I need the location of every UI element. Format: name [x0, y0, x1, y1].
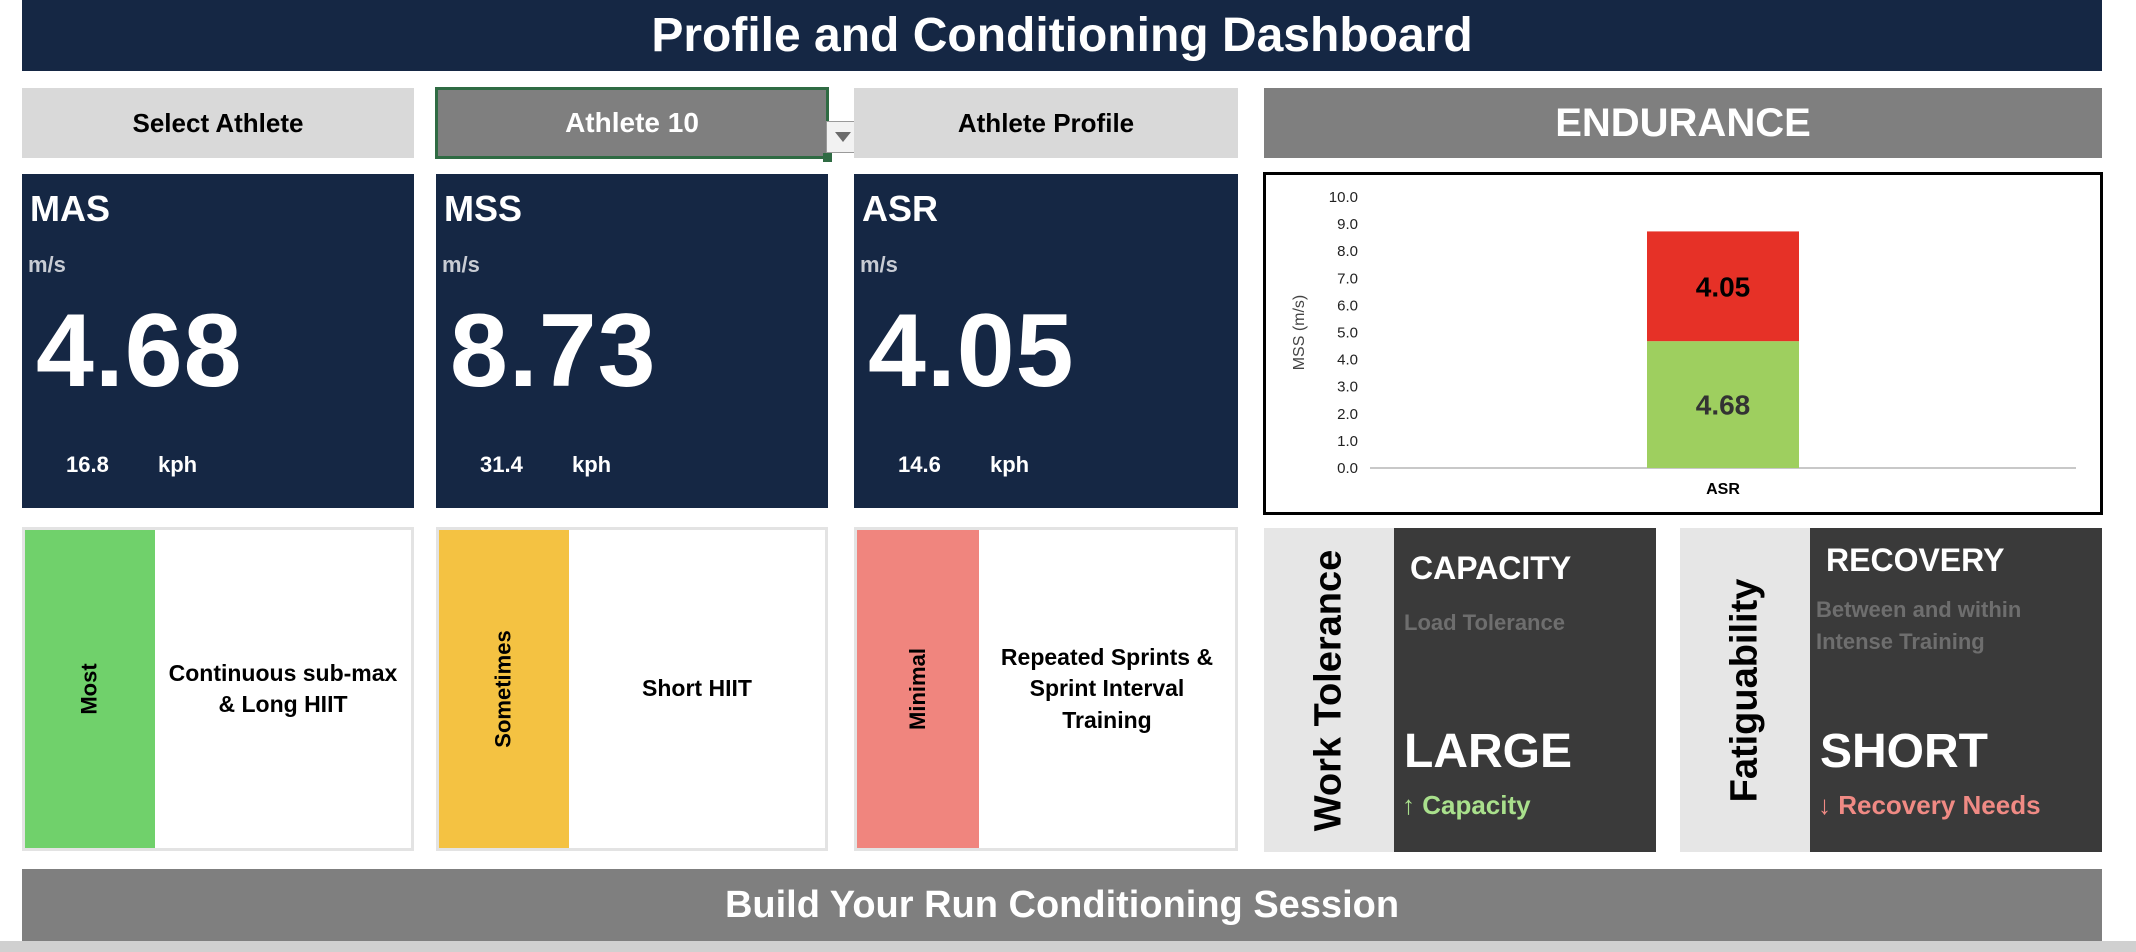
endurance-title: ENDURANCE: [1264, 88, 2102, 158]
zone-description: Continuous sub-max & Long HIIT: [168, 659, 398, 717]
metric-unit: m/s: [860, 252, 898, 277]
metric-name: MAS: [30, 188, 110, 229]
metric-card-mas: MAS m/s 4.68 16.8 kph: [22, 174, 414, 508]
fatiguability-side: Fatiguability: [1680, 528, 1810, 852]
zone-tag: Sometimes: [439, 530, 569, 848]
bar-segment: [1647, 341, 1799, 468]
metric-kph-label: kph: [990, 452, 1030, 477]
y-tick-label: 8.0: [1337, 243, 1358, 260]
metric-value: 4.68: [36, 293, 243, 409]
y-tick-label: 10.0: [1329, 189, 1358, 206]
endurance-chart: 0.0 1.0 2.0 3.0 4.0 5.0 6.0 7.0 8.0 9.0 10.0 MSS (m…: [1263, 172, 2103, 515]
y-tick-label: 6.0: [1337, 297, 1358, 314]
y-tick-label: 7.0: [1337, 270, 1358, 287]
capacity-result: LARGE: [1404, 725, 1572, 778]
metric-card-mss: MSS m/s 8.73 31.4 kph: [436, 174, 828, 508]
y-tick-label: 4.0: [1337, 352, 1358, 369]
athlete-select-value: Athlete 10: [565, 107, 699, 138]
work-tolerance-side: Work Tolerance: [1264, 528, 1394, 852]
data-label: 4.05: [1696, 271, 1751, 302]
zone-tag: Minimal: [857, 530, 979, 848]
athlete-profile-label: Athlete Profile: [854, 88, 1238, 158]
recovery-indicator: ↓ Recovery Needs: [1818, 790, 2041, 820]
zone-card-most: Most Continuous sub-max & Long HIIT: [22, 527, 414, 851]
capacity-subtitle: Load Tolerance: [1404, 610, 1565, 635]
metric-card-asr: ASR m/s 4.05 14.6 kph: [854, 174, 1238, 508]
y-tick-label: 2.0: [1337, 406, 1358, 423]
chevron-down-icon: [835, 132, 851, 142]
recovery-subtitle: Between and within Intense Training: [1816, 597, 2022, 654]
athlete-select-cell[interactable]: Athlete 10: [435, 87, 829, 159]
metric-name: ASR: [862, 188, 939, 229]
recovery-panel: RECOVERY Between and within Intense Trai…: [1810, 528, 2102, 852]
bottom-strip: [0, 941, 2136, 952]
zone-tag: Most: [25, 530, 155, 848]
metric-unit: m/s: [28, 252, 66, 277]
recovery-title: RECOVERY: [1826, 542, 2005, 578]
zone-card-sometimes: Sometimes Short HIIT: [436, 527, 828, 851]
zone-description: Short HIIT: [642, 675, 752, 702]
metric-kph-label: kph: [158, 452, 198, 477]
zone-tag-label: Sometimes: [490, 630, 516, 748]
y-tick-label: 9.0: [1337, 216, 1358, 233]
work-tolerance-label: Work Tolerance: [1307, 549, 1350, 831]
x-tick-label: ASR: [1706, 481, 1740, 498]
y-tick-label: 3.0: [1337, 379, 1358, 396]
capacity-panel: CAPACITY Load Tolerance LARGE ↑ Capacity: [1394, 528, 1656, 852]
bar-segment: [1647, 231, 1799, 342]
build-session-banner: Build Your Run Conditioning Session: [22, 869, 2102, 941]
fatiguability-label: Fatiguability: [1723, 578, 1766, 802]
y-tick-label: 5.0: [1337, 325, 1358, 342]
metric-value: 8.73: [450, 293, 657, 409]
metric-kph-value: 14.6: [898, 452, 941, 477]
zone-card-minimal: Minimal Repeated Sprints & Sprint Interv…: [854, 527, 1238, 851]
zone-description: Repeated Sprints & Sprint Interval Train…: [1000, 644, 1214, 733]
zone-tag-label: Most: [76, 663, 102, 715]
metric-kph-label: kph: [572, 452, 612, 477]
capacity-indicator: ↑ Capacity: [1402, 790, 1531, 820]
metric-value: 4.05: [868, 293, 1075, 409]
chart-canvas: 0.0 1.0 2.0 3.0 4.0 5.0 6.0 7.0 8.0 9.0 10.0 MSS (m…: [1291, 189, 2076, 498]
metric-name: MSS: [444, 188, 523, 229]
metric-kph-value: 31.4: [480, 452, 523, 477]
metric-unit: m/s: [442, 252, 480, 277]
zone-tag-label: Minimal: [905, 648, 930, 730]
select-athlete-label: Select Athlete: [22, 88, 414, 158]
y-tick-label: 0.0: [1337, 460, 1358, 477]
recovery-result: SHORT: [1820, 725, 1988, 778]
y-tick-label: 1.0: [1337, 433, 1358, 450]
data-label: 4.68: [1696, 390, 1751, 421]
cell-fill-handle[interactable]: [823, 153, 832, 162]
capacity-title: CAPACITY: [1410, 550, 1572, 586]
y-axis-title: MSS (m/s): [1291, 295, 1308, 371]
dashboard-title: Profile and Conditioning Dashboard: [22, 0, 2102, 71]
metric-kph-value: 16.8: [66, 452, 109, 477]
